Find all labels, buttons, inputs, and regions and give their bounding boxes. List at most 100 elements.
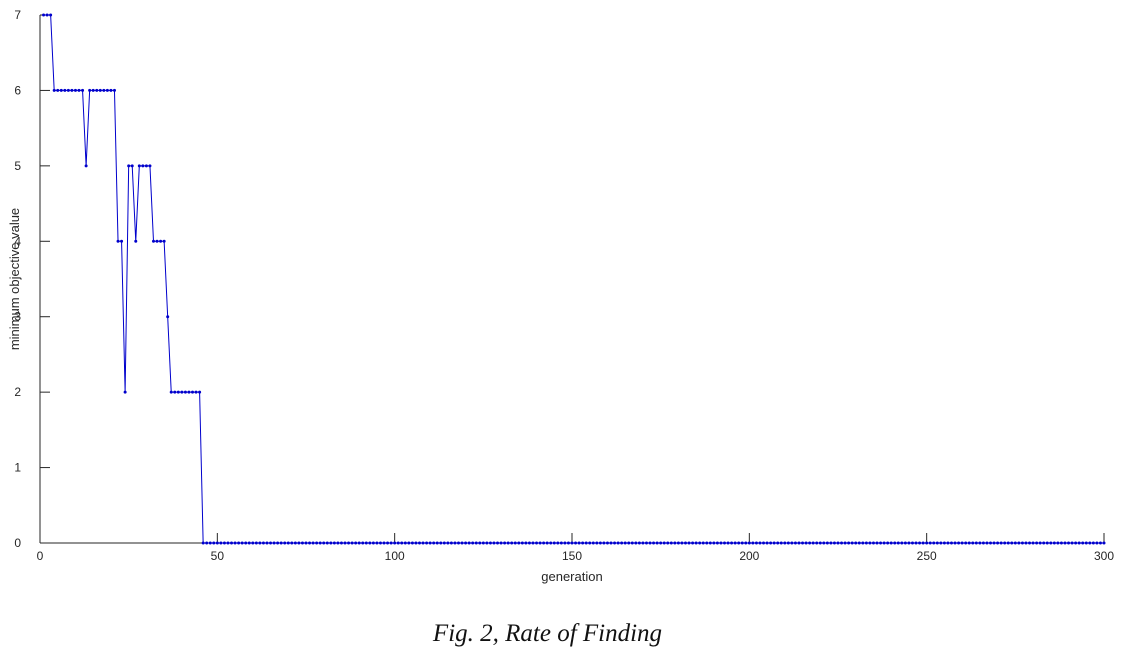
data-point (417, 541, 421, 545)
data-point (389, 541, 393, 545)
data-point (1059, 541, 1063, 545)
data-point (336, 541, 340, 545)
data-point (432, 541, 436, 545)
data-point (783, 541, 787, 545)
data-point (577, 541, 581, 545)
data-point (1091, 541, 1095, 545)
data-point (726, 541, 730, 545)
data-point (882, 541, 886, 545)
data-point (850, 541, 854, 545)
data-point (900, 541, 904, 545)
data-point (109, 88, 113, 92)
data-point (910, 541, 914, 545)
data-point (247, 541, 251, 545)
data-point (439, 541, 443, 545)
data-point (137, 164, 141, 168)
data-point (623, 541, 627, 545)
data-point (524, 541, 528, 545)
data-point (797, 541, 801, 545)
data-point (237, 541, 241, 545)
data-point (428, 541, 432, 545)
data-point (751, 541, 755, 545)
data-point (1067, 541, 1071, 545)
series-markers (42, 13, 1106, 545)
data-point (556, 541, 560, 545)
data-point (659, 541, 663, 545)
data-point (478, 541, 482, 545)
chart: 0 50 100 150 200 250 300 0 1 2 3 4 5 6 7 generation m… (7, 8, 1114, 584)
data-point (680, 541, 684, 545)
data-point (506, 541, 510, 545)
data-point (194, 390, 198, 394)
data-point (1006, 541, 1010, 545)
data-point (446, 541, 450, 545)
figure-caption: Fig. 2, Rate of Finding (432, 620, 663, 647)
data-point (382, 541, 386, 545)
data-point (1003, 541, 1007, 545)
data-point (240, 541, 244, 545)
data-point (425, 541, 429, 545)
data-point (598, 541, 602, 545)
y-tick-label: 2 (14, 385, 21, 399)
data-point (414, 541, 418, 545)
data-point (811, 541, 815, 545)
data-point (187, 390, 191, 394)
data-point (595, 541, 599, 545)
data-point (967, 541, 971, 545)
data-point (66, 88, 70, 92)
data-point (400, 541, 404, 545)
data-point (269, 541, 273, 545)
data-point (939, 541, 943, 545)
data-point (953, 541, 957, 545)
y-tick-label: 3 (14, 310, 21, 324)
data-point (790, 541, 794, 545)
data-point (1098, 541, 1102, 545)
data-point (715, 541, 719, 545)
x-axis-title: generation (541, 569, 602, 584)
data-point (914, 541, 918, 545)
data-point (474, 541, 478, 545)
data-point (581, 541, 585, 545)
data-point (691, 541, 695, 545)
data-point (545, 541, 549, 545)
data-point (886, 541, 890, 545)
x-ticks: 0 50 100 150 200 250 300 (37, 533, 1114, 563)
data-point (630, 541, 634, 545)
data-point (981, 541, 985, 545)
data-point (496, 541, 500, 545)
data-point (1077, 541, 1081, 545)
data-point (488, 541, 492, 545)
data-point (907, 541, 911, 545)
data-point (1024, 541, 1028, 545)
data-point (705, 541, 709, 545)
data-point (155, 239, 159, 243)
data-point (832, 541, 836, 545)
data-point (641, 541, 645, 545)
data-point (311, 541, 315, 545)
data-point (925, 541, 929, 545)
data-point (339, 541, 343, 545)
data-point (857, 541, 861, 545)
data-point (102, 88, 106, 92)
data-point (1038, 541, 1042, 545)
data-point (861, 541, 865, 545)
data-point (698, 541, 702, 545)
data-point (230, 541, 234, 545)
data-point (180, 390, 184, 394)
data-point (329, 541, 333, 545)
x-tick-label: 200 (739, 549, 759, 563)
data-point (361, 541, 365, 545)
data-point (233, 541, 237, 545)
data-point (644, 541, 648, 545)
data-point (1031, 541, 1035, 545)
data-point (1102, 541, 1106, 545)
data-point (1070, 541, 1074, 545)
data-point (620, 541, 624, 545)
data-point (804, 541, 808, 545)
y-tick-label: 7 (14, 8, 21, 22)
data-point (151, 239, 155, 243)
data-point (141, 164, 145, 168)
data-point (304, 541, 308, 545)
data-point (318, 541, 322, 545)
x-tick-label: 0 (37, 549, 44, 563)
